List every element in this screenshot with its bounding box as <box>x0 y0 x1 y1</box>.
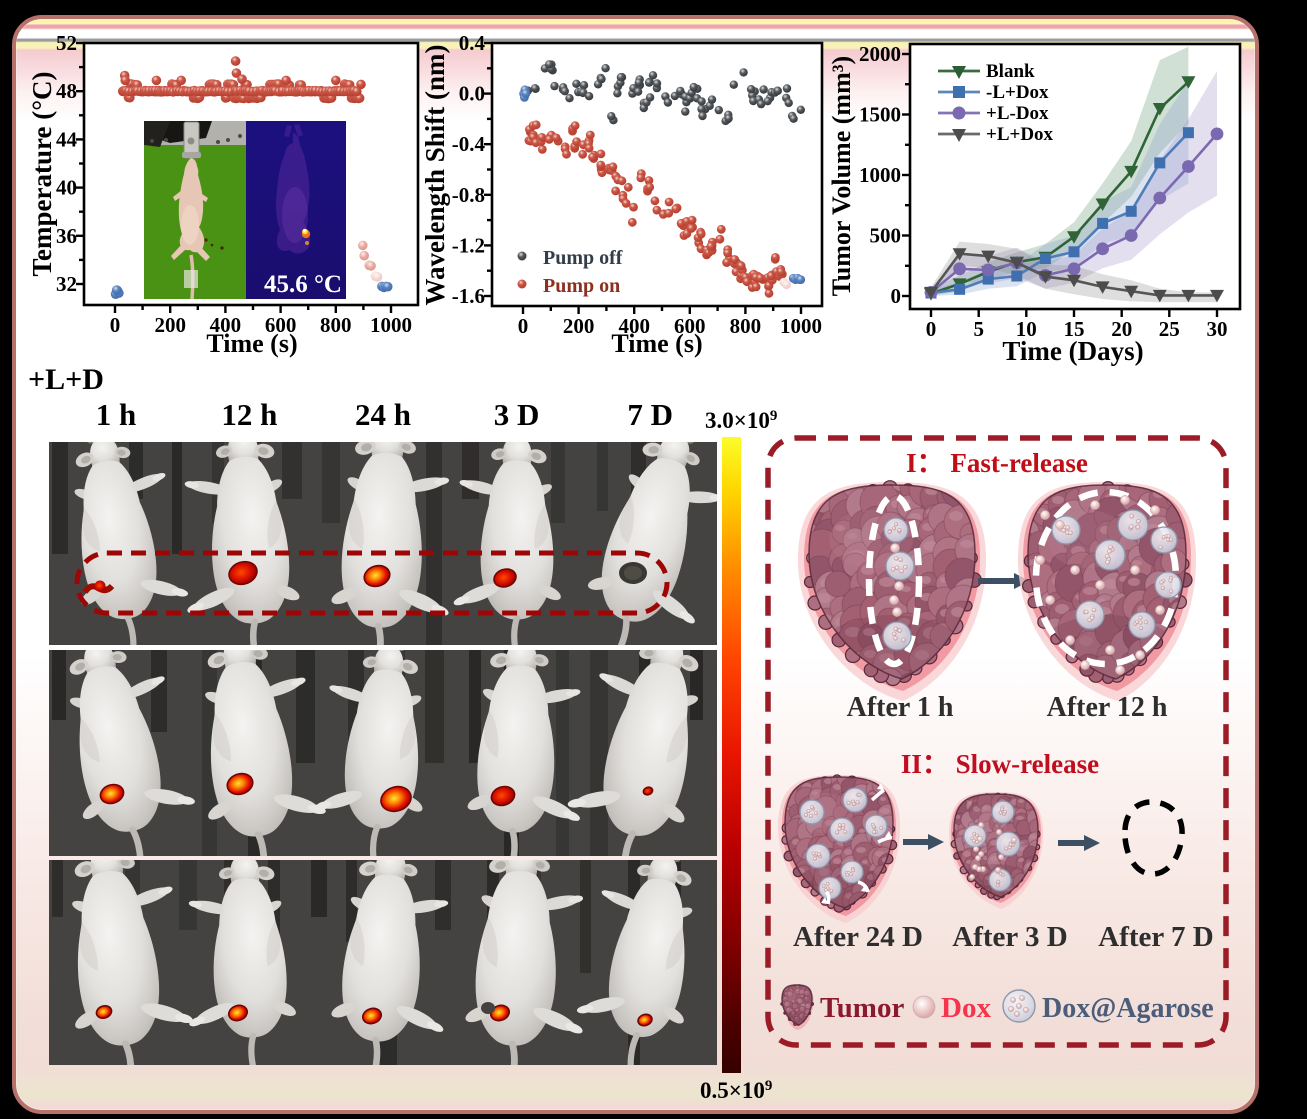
svg-text:2000: 2000 <box>859 42 901 66</box>
svg-text:0.5×109: 0.5×109 <box>700 1078 772 1103</box>
svg-text:Dox@Agarose: Dox@Agarose <box>1042 993 1214 1024</box>
svg-text:Tumor Volume (mm³): Tumor Volume (mm³) <box>827 56 856 296</box>
svg-text:500: 500 <box>870 224 902 248</box>
svg-text:20: 20 <box>1111 317 1132 341</box>
svg-text:+L-Dox: +L-Dox <box>986 103 1049 124</box>
svg-text:52: 52 <box>56 31 77 55</box>
svg-text:Time (s): Time (s) <box>206 329 297 358</box>
svg-text:36: 36 <box>56 224 77 248</box>
svg-text:After 1 h: After 1 h <box>847 692 954 723</box>
svg-text:32: 32 <box>56 272 77 296</box>
svg-text:+L+D: +L+D <box>28 363 104 396</box>
svg-text:40: 40 <box>56 176 77 200</box>
svg-text:After 12 h: After 12 h <box>1047 692 1168 723</box>
svg-text:600: 600 <box>265 313 297 337</box>
svg-text:1000: 1000 <box>780 314 822 338</box>
svg-text:24 h: 24 h <box>355 397 411 432</box>
svg-text:-L+Dox: -L+Dox <box>986 82 1049 103</box>
svg-text:Pump on: Pump on <box>543 275 620 297</box>
svg-text:-0.8: -0.8 <box>452 183 485 207</box>
svg-text:Time (Days): Time (Days) <box>1002 336 1143 366</box>
svg-text:10: 10 <box>1016 317 1037 341</box>
svg-text:3.0×109: 3.0×109 <box>705 408 777 433</box>
svg-text:1500: 1500 <box>859 103 901 127</box>
svg-text:3 D: 3 D <box>494 397 540 432</box>
svg-text:600: 600 <box>674 314 706 338</box>
svg-text:After 3 D: After 3 D <box>952 921 1067 953</box>
svg-text:0: 0 <box>518 314 529 338</box>
svg-text:25: 25 <box>1159 317 1180 341</box>
svg-text:Temperature (°C): Temperature (°C) <box>27 71 57 276</box>
svg-text:200: 200 <box>563 314 595 338</box>
svg-text:Dox: Dox <box>941 992 991 1024</box>
svg-text:I： Fast-release: I： Fast-release <box>906 448 1088 478</box>
svg-text:0: 0 <box>891 284 902 308</box>
svg-text:0.4: 0.4 <box>459 31 486 55</box>
svg-text:12 h: 12 h <box>221 397 277 432</box>
svg-text:400: 400 <box>618 314 650 338</box>
svg-text:400: 400 <box>210 313 242 337</box>
svg-text:Pump off: Pump off <box>543 247 623 269</box>
svg-text:Time (s): Time (s) <box>611 329 702 358</box>
svg-text:1000: 1000 <box>370 313 412 337</box>
svg-text:0.0: 0.0 <box>459 82 485 106</box>
svg-text:0: 0 <box>926 317 937 341</box>
svg-text:-1.2: -1.2 <box>452 233 485 257</box>
svg-text:Wavelength Shift (nm): Wavelength Shift (nm) <box>420 44 450 305</box>
svg-text:44: 44 <box>56 127 78 151</box>
svg-text:0: 0 <box>110 313 121 337</box>
svg-text:-1.6: -1.6 <box>452 284 485 308</box>
svg-text:15: 15 <box>1064 317 1085 341</box>
svg-text:After 24 D: After 24 D <box>793 921 923 953</box>
svg-text:48: 48 <box>56 79 77 103</box>
svg-text:5: 5 <box>973 317 984 341</box>
svg-text:Tumor: Tumor <box>820 992 904 1024</box>
svg-text:7 D: 7 D <box>627 397 673 432</box>
svg-text:Blank: Blank <box>986 61 1035 82</box>
svg-text:30: 30 <box>1207 317 1228 341</box>
svg-text:45.6 °C: 45.6 °C <box>264 271 342 298</box>
svg-text:After 7 D: After 7 D <box>1098 921 1213 953</box>
svg-text:800: 800 <box>320 313 352 337</box>
svg-text:1 h: 1 h <box>96 397 137 432</box>
svg-text:800: 800 <box>730 314 762 338</box>
svg-text:200: 200 <box>154 313 186 337</box>
svg-text:+L+Dox: +L+Dox <box>986 124 1054 145</box>
svg-text:1000: 1000 <box>859 163 901 187</box>
svg-text:II： Slow-release: II： Slow-release <box>901 749 1099 779</box>
svg-text:-0.4: -0.4 <box>452 132 486 156</box>
